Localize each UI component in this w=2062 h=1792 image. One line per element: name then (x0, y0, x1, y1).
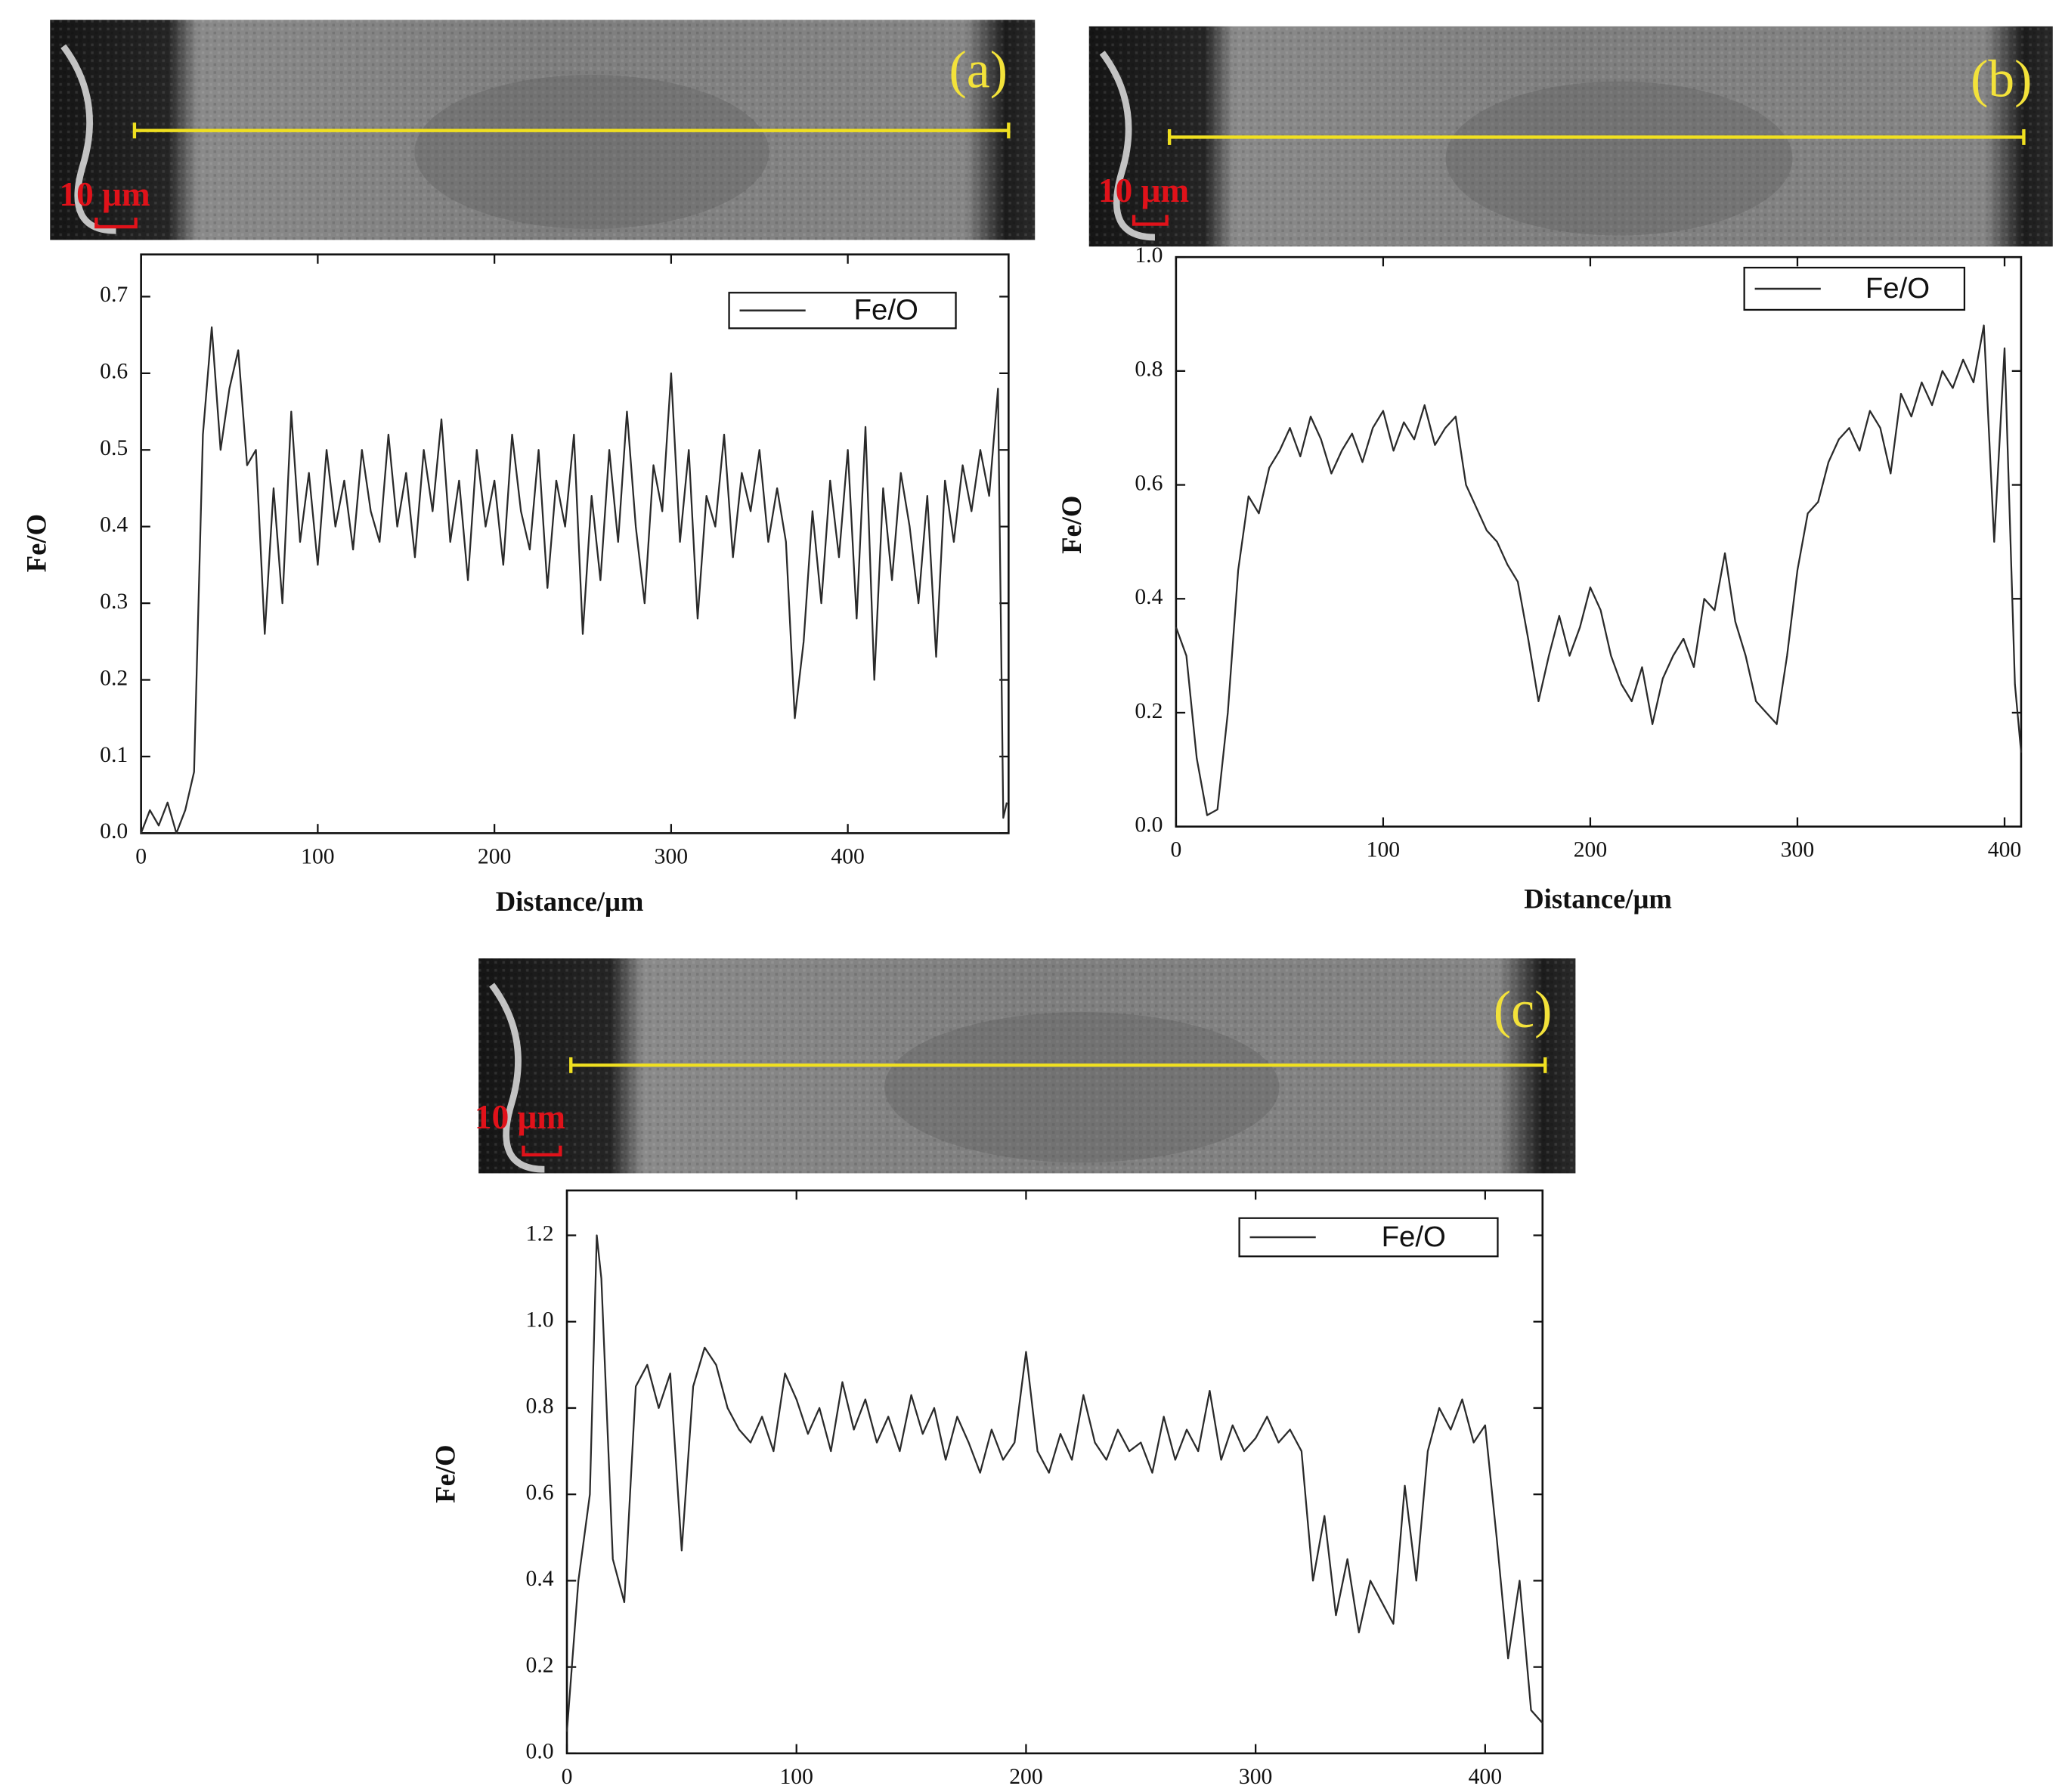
x-tick-label: 400 (831, 844, 864, 868)
legend-box (1743, 266, 1966, 311)
x-tick-label: 100 (779, 1765, 813, 1789)
y-tick-label: 0.7 (100, 283, 128, 307)
y-tick-label: 0.4 (1135, 585, 1163, 609)
x-axis-label: Distance/μm (496, 886, 644, 917)
scale-bar (1132, 215, 1169, 226)
sem-region (1445, 81, 1793, 236)
y-tick-label: 0.8 (1135, 357, 1163, 382)
x-tick-label: 400 (1469, 1765, 1502, 1789)
x-tick-label: 100 (301, 844, 334, 868)
y-tick-label: 0.2 (1135, 699, 1163, 723)
panel-label: (b) (1971, 51, 2032, 109)
y-tick-label: 1.0 (1135, 243, 1163, 268)
x-tick-label: 200 (1009, 1765, 1042, 1789)
y-tick-label: 0.2 (100, 666, 128, 690)
y-tick-label: 0.2 (526, 1653, 554, 1677)
y-tick-label: 0.6 (100, 360, 128, 384)
y-tick-label: 1.0 (526, 1308, 554, 1332)
x-tick-label: 0 (1170, 838, 1181, 862)
y-tick-label: 0.4 (100, 513, 128, 537)
y-tick-label: 0.3 (100, 590, 128, 614)
y-tick-label: 0.5 (100, 436, 128, 460)
sem-feature (60, 44, 116, 234)
legend-label: Fe/O (854, 294, 918, 327)
data-line (565, 1234, 1543, 1732)
data-line (1175, 324, 2023, 816)
panel-label: (a) (949, 41, 1008, 99)
y-axis-label: Fe/O (429, 1444, 460, 1503)
plot-frame (140, 253, 1010, 834)
scale-bar-label: 10 μm (475, 1098, 565, 1136)
x-tick-label: 0 (135, 844, 147, 868)
x-tick-label: 300 (655, 844, 688, 868)
y-tick-label: 0.0 (100, 819, 128, 843)
plot-frame (565, 1189, 1544, 1755)
x-tick-label: 100 (1367, 838, 1400, 862)
y-axis-label: Fe/O (1056, 496, 1087, 554)
sem-region (414, 75, 769, 229)
y-tick-label: 0.4 (526, 1567, 554, 1591)
x-tick-label: 200 (1574, 838, 1607, 862)
sem-feature (1099, 51, 1156, 241)
x-tick-label: 300 (1781, 838, 1814, 862)
x-tick-label: 400 (1988, 838, 2021, 862)
y-tick-label: 1.2 (526, 1221, 554, 1246)
x-tick-label: 200 (478, 844, 511, 868)
sem-feature (489, 983, 545, 1173)
sem-region (884, 1012, 1280, 1163)
scale-bar-label: 10 μm (1098, 172, 1189, 209)
legend-label: Fe/O (1382, 1221, 1446, 1253)
y-tick-label: 0.6 (1135, 471, 1163, 495)
scale-bar (522, 1145, 562, 1157)
y-tick-label: 0.6 (526, 1481, 554, 1505)
x-axis-label: Distance/μm (1524, 883, 1672, 914)
legend-label: Fe/O (1865, 272, 1930, 305)
panel-label: (c) (1494, 981, 1552, 1039)
y-tick-label: 0.8 (526, 1394, 554, 1419)
y-tick-label: 0.0 (526, 1740, 554, 1764)
scale-bar (94, 217, 138, 229)
x-tick-label: 0 (562, 1765, 573, 1789)
data-line (140, 326, 1008, 834)
scale-bar-label: 10 μm (59, 175, 150, 213)
y-tick-label: 0.1 (100, 743, 128, 767)
y-tick-label: 0.0 (1135, 812, 1163, 837)
plot-frame (1175, 255, 2023, 828)
x-tick-label: 300 (1239, 1765, 1272, 1789)
y-axis-label: Fe/O (21, 514, 52, 572)
